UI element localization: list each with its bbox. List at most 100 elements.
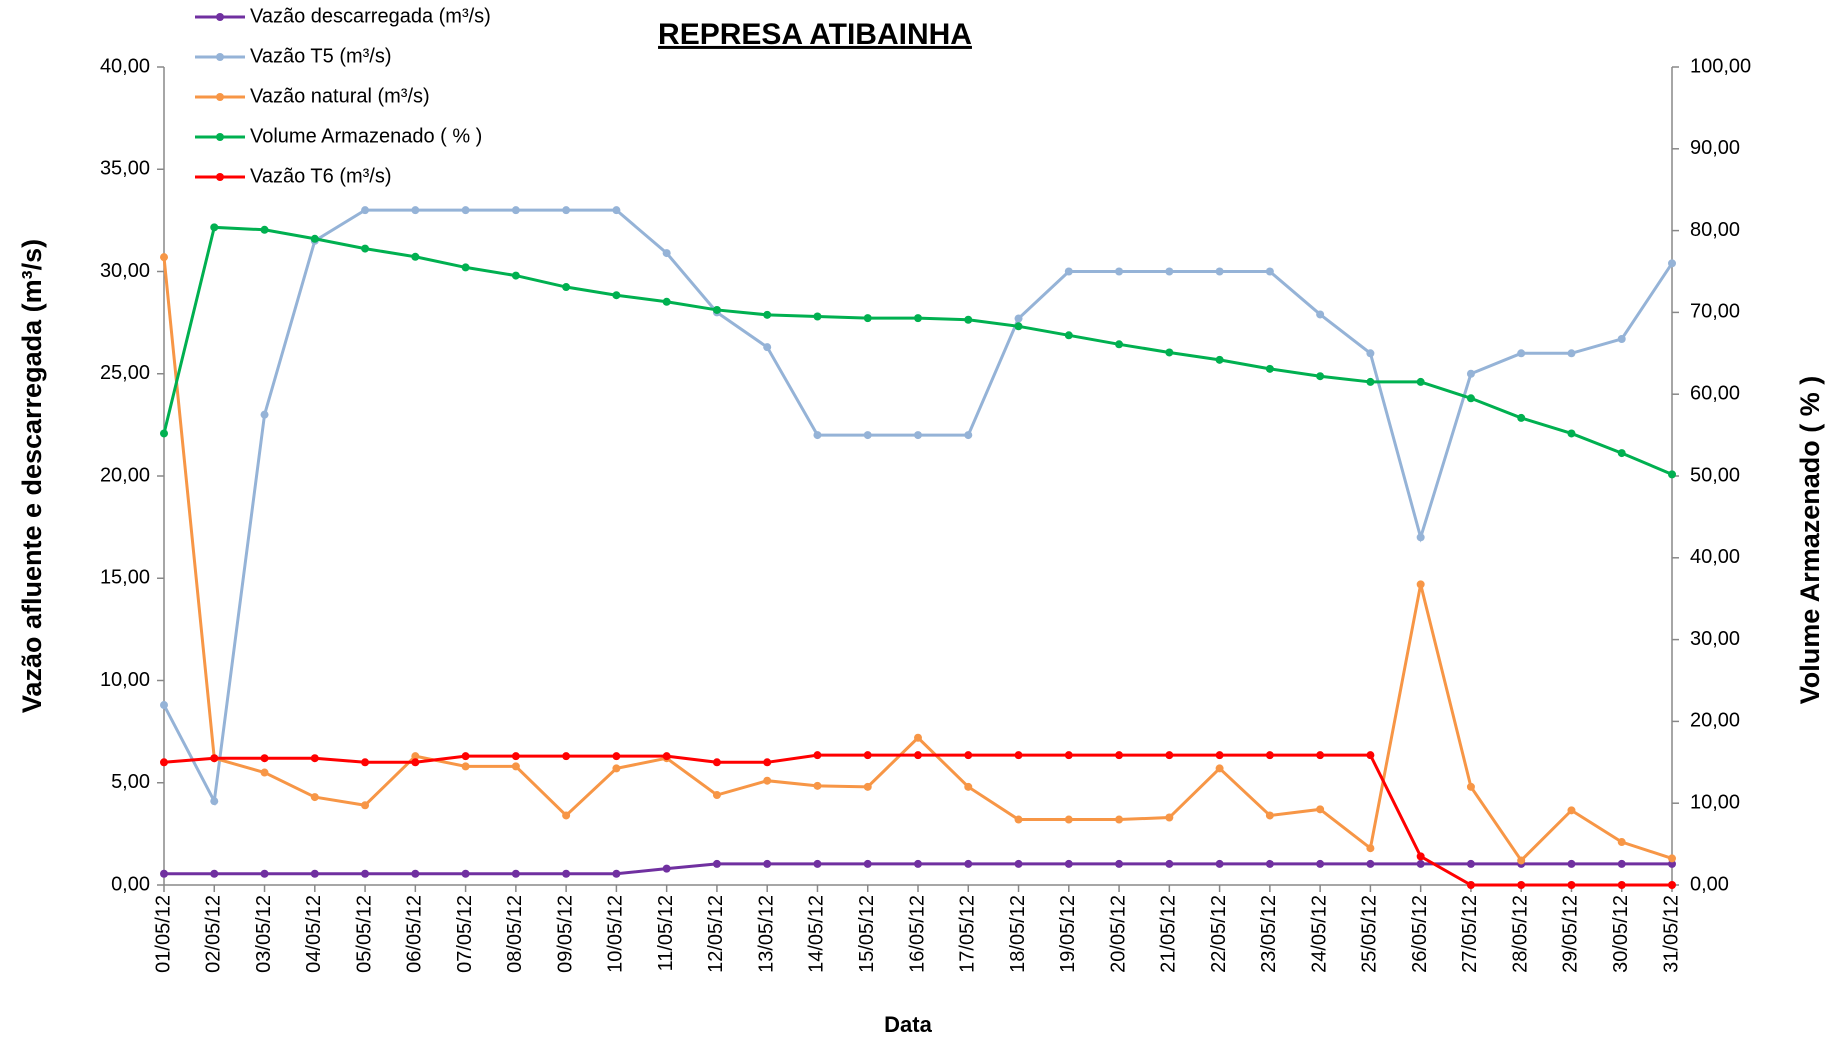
x-tick-label: 10/05/12 [605, 895, 627, 973]
y-tick-label: 25,00 [100, 362, 150, 384]
x-tick-label: 27/05/12 [1459, 895, 1481, 973]
x-tick-label: 31/05/12 [1660, 895, 1682, 973]
point [260, 869, 269, 878]
x-tick-label: 21/05/12 [1158, 895, 1180, 973]
point [763, 310, 772, 319]
point [863, 782, 872, 791]
point [1115, 815, 1124, 824]
point [662, 249, 671, 258]
point [511, 206, 520, 215]
point [1416, 859, 1425, 868]
y-tick-label: 0,00 [111, 873, 150, 895]
point [260, 225, 269, 234]
x-tick-label: 13/05/12 [755, 895, 777, 973]
point [914, 751, 922, 760]
point [1064, 267, 1073, 276]
x-tick-label: 25/05/12 [1359, 895, 1381, 973]
x-tick-label: 05/05/12 [353, 895, 375, 973]
point [964, 431, 973, 440]
legend-label: Vazão T6 (m³/s) [250, 165, 392, 187]
point [260, 768, 269, 777]
chart-title: REPRESA ATIBAINHA [658, 18, 972, 51]
point [461, 263, 470, 272]
point [1668, 859, 1676, 868]
x-tick-label: 15/05/12 [856, 895, 878, 973]
point [813, 312, 822, 321]
point [361, 801, 370, 810]
point [310, 234, 319, 243]
point [612, 869, 621, 878]
x-tick-label: 16/05/12 [906, 895, 928, 973]
point [712, 859, 721, 868]
point [310, 793, 319, 802]
x-tick-label: 03/05/12 [253, 895, 275, 973]
point [712, 758, 721, 767]
point [160, 869, 168, 878]
y-tick-label: 5,00 [111, 771, 150, 793]
point [763, 758, 772, 767]
x-tick-label: 29/05/12 [1560, 895, 1582, 973]
point [411, 869, 420, 878]
point [461, 206, 470, 215]
point [964, 782, 973, 791]
y2-tick-label: 30,00 [1690, 628, 1740, 650]
x-tick-label: 11/05/12 [655, 895, 677, 971]
x-tick-label: 01/05/12 [152, 895, 174, 973]
point [1366, 751, 1375, 760]
y2-tick-label: 90,00 [1690, 137, 1740, 159]
point [1165, 267, 1174, 276]
point [1617, 449, 1626, 458]
point [1617, 881, 1626, 889]
point [813, 431, 822, 440]
point [1466, 369, 1475, 378]
point [511, 752, 520, 761]
point [914, 431, 922, 440]
point [1316, 751, 1325, 760]
x-tick-label: 06/05/12 [404, 895, 426, 973]
y-tick-label: 40,00 [100, 55, 150, 77]
y-axis-title: Vazão afluente e descarregada (m³/s) [17, 239, 47, 713]
point [1517, 349, 1526, 358]
point [662, 752, 671, 761]
y2-tick-label: 100,00 [1690, 55, 1751, 77]
point [1316, 372, 1325, 381]
point [1014, 322, 1023, 331]
legend-label: Vazão descarregada (m³/s) [250, 5, 491, 27]
point [461, 762, 470, 771]
point [1567, 806, 1576, 815]
point [662, 864, 671, 873]
point [914, 733, 922, 742]
point [813, 751, 822, 760]
point [310, 754, 319, 763]
point [1115, 751, 1124, 760]
point [612, 206, 621, 215]
point [1517, 881, 1526, 889]
point [160, 758, 168, 767]
point [1466, 881, 1475, 889]
point [763, 776, 772, 785]
legend-marker [216, 13, 224, 21]
point [1416, 852, 1425, 861]
point [1165, 348, 1174, 357]
point [763, 343, 772, 352]
point [914, 859, 922, 868]
point [310, 869, 319, 878]
point [1567, 881, 1576, 889]
point [1668, 259, 1676, 268]
point [1567, 349, 1576, 358]
point [1165, 859, 1174, 868]
x-tick-label: 30/05/12 [1610, 895, 1632, 973]
point [361, 206, 370, 215]
x-tick-label: 28/05/12 [1509, 895, 1531, 973]
point [1366, 844, 1375, 853]
x-tick-label: 26/05/12 [1409, 895, 1431, 973]
y2-axis-title: Volume Armazenado ( % ) [1795, 376, 1825, 705]
point [511, 271, 520, 280]
point [361, 869, 370, 878]
y-tick-label: 10,00 [100, 669, 150, 691]
point [1466, 394, 1475, 403]
point [1064, 815, 1073, 824]
point [1215, 859, 1224, 868]
point [1215, 751, 1224, 760]
point [1316, 310, 1325, 319]
